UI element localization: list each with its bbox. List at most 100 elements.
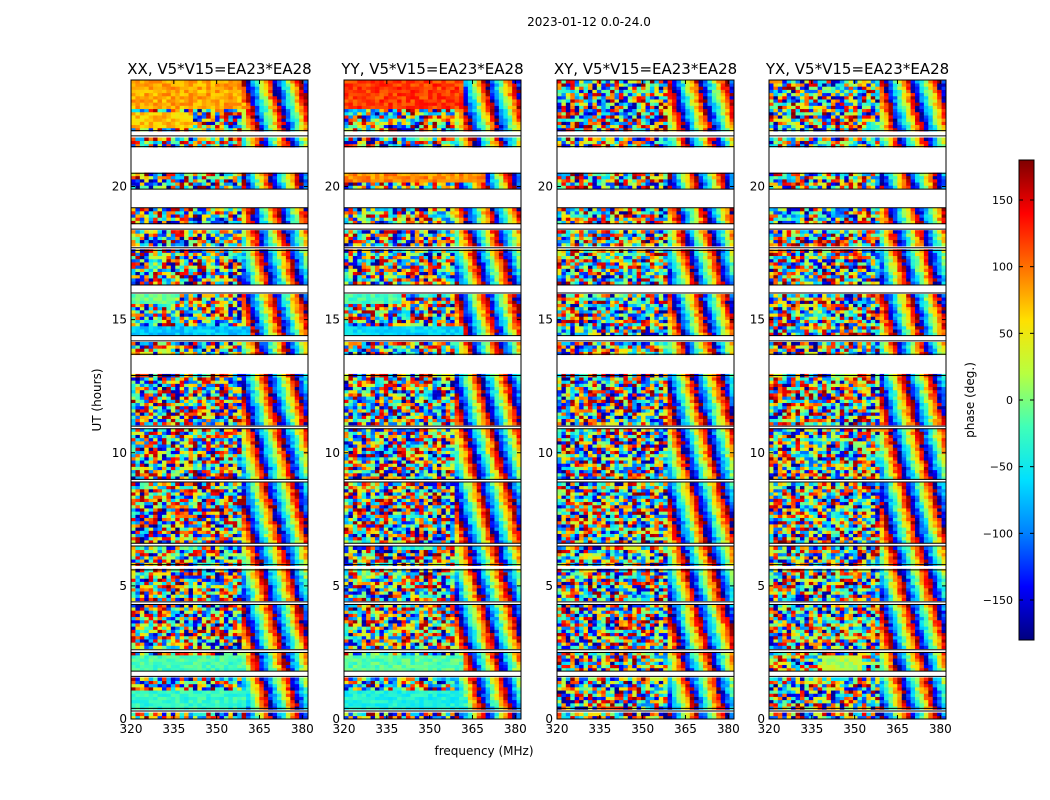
heatmap-cell xyxy=(228,680,234,685)
heatmap-cell xyxy=(303,405,308,410)
heatmap-cell xyxy=(223,610,229,614)
heatmap-cell xyxy=(161,540,167,544)
heatmap-cell xyxy=(184,329,189,333)
heatmap-cell xyxy=(241,655,247,659)
heatmap-cell xyxy=(232,402,238,407)
heatmap-cell xyxy=(210,466,216,471)
heatmap-cell xyxy=(268,386,273,391)
heatmap-cell xyxy=(290,511,296,515)
heatmap-cell xyxy=(263,466,269,471)
heatmap-cell xyxy=(259,658,265,662)
heatmap-cell xyxy=(206,520,212,525)
heatmap-cell xyxy=(232,626,238,630)
heatmap-cell xyxy=(215,303,220,308)
heatmap-cell xyxy=(192,517,198,522)
heatmap-cell xyxy=(153,300,158,304)
heatmap-cell xyxy=(184,326,189,330)
heatmap-cell xyxy=(290,514,296,519)
heatmap-cell xyxy=(166,255,172,260)
heatmap-cell xyxy=(299,453,304,458)
heatmap-cell xyxy=(206,680,212,685)
heatmap-cell xyxy=(201,453,207,458)
heatmap-cell xyxy=(157,377,163,381)
heatmap-cell xyxy=(210,533,216,538)
heatmap-cell xyxy=(259,310,265,314)
heatmap-cell xyxy=(210,476,216,480)
heatmap-cell xyxy=(166,693,172,697)
heatmap-cell xyxy=(228,540,234,544)
heatmap-cell xyxy=(294,281,300,285)
heatmap-cell xyxy=(232,696,238,701)
heatmap-cell xyxy=(277,661,282,665)
heatmap-cell xyxy=(277,492,282,496)
heatmap-cell xyxy=(148,268,154,272)
heatmap-cell xyxy=(228,642,234,646)
heatmap-cell xyxy=(250,607,256,611)
heatmap-cell xyxy=(135,626,141,630)
heatmap-cell xyxy=(228,556,234,560)
heatmap-cell xyxy=(210,623,216,627)
heatmap-cell xyxy=(139,552,145,557)
heatmap-cell xyxy=(153,520,158,525)
heatmap-cell xyxy=(299,533,304,538)
heatmap-cell xyxy=(175,274,181,279)
heatmap-cell xyxy=(277,258,282,263)
heatmap-cell xyxy=(184,552,189,557)
heatmap-cell xyxy=(170,389,176,394)
heatmap-cell xyxy=(241,511,247,515)
heatmap-cell xyxy=(166,501,172,506)
heatmap-cell xyxy=(232,463,238,467)
heatmap-cell xyxy=(219,645,225,650)
heatmap-cell xyxy=(272,300,278,304)
heatmap-cell xyxy=(170,715,176,719)
heatmap-cell xyxy=(290,645,296,650)
heatmap-cell xyxy=(237,466,243,471)
heatmap-cell xyxy=(294,626,300,630)
heatmap-cell xyxy=(250,572,256,576)
heatmap-cell xyxy=(219,303,225,308)
heatmap-cell xyxy=(197,450,203,455)
heatmap-cell xyxy=(277,421,282,426)
heatmap-cell xyxy=(197,520,203,525)
heatmap-cell xyxy=(228,428,234,432)
heatmap-cell xyxy=(210,530,216,534)
heatmap-cell xyxy=(294,428,300,432)
heatmap-cell xyxy=(263,533,269,538)
heatmap-cell xyxy=(197,463,203,467)
heatmap-cell xyxy=(175,693,181,697)
heatmap-cell xyxy=(232,703,238,707)
heatmap-cell xyxy=(294,588,300,592)
heatmap-cell xyxy=(277,399,282,403)
heatmap-cell xyxy=(223,667,229,672)
heatmap-cell xyxy=(201,594,207,598)
heatmap-cell xyxy=(192,450,198,455)
heatmap-cell xyxy=(192,402,198,407)
heatmap-cell xyxy=(148,667,154,672)
heatmap-cell xyxy=(215,683,220,688)
heatmap-cell xyxy=(250,594,256,598)
heatmap-cell xyxy=(184,476,189,480)
heatmap-cell xyxy=(135,517,141,522)
heatmap-cell xyxy=(139,274,145,279)
heatmap-cell xyxy=(290,450,296,455)
heatmap-cell xyxy=(303,402,308,407)
heatmap-cell xyxy=(215,274,220,279)
heatmap-cell xyxy=(201,581,207,586)
heatmap-cell xyxy=(131,441,136,445)
heatmap-cell xyxy=(206,469,212,474)
heatmap-cell xyxy=(144,696,150,701)
heatmap-cell xyxy=(281,594,287,598)
heatmap-cell xyxy=(294,453,300,458)
heatmap-cell xyxy=(299,274,304,279)
heatmap-cell xyxy=(135,482,141,487)
heatmap-cell xyxy=(281,389,287,394)
heatmap-cell xyxy=(246,511,251,515)
heatmap-cell xyxy=(277,597,282,602)
heatmap-cell xyxy=(148,575,154,579)
heatmap-cell xyxy=(228,341,234,346)
heatmap-cell xyxy=(272,463,278,467)
heatmap-cell xyxy=(215,629,220,634)
heatmap-cell xyxy=(148,383,154,388)
heatmap-cell xyxy=(210,492,216,496)
heatmap-cell xyxy=(201,460,207,464)
